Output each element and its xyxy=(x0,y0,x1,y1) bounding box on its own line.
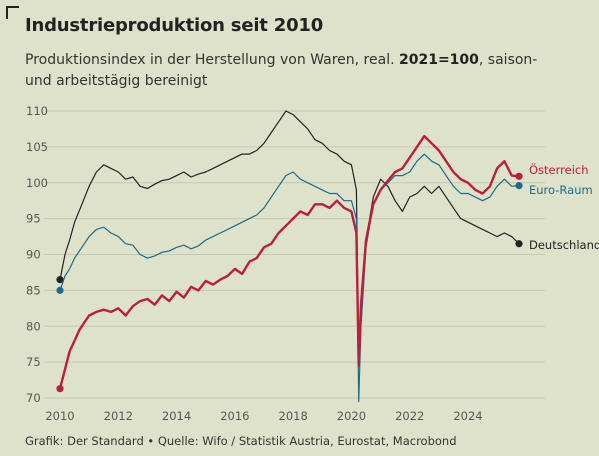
x-tick-label: 2018 xyxy=(279,409,308,423)
series-start-dot-0 xyxy=(56,385,64,393)
y-tick-label: 100 xyxy=(26,176,48,190)
y-tick-label: 75 xyxy=(26,355,41,369)
series-end-dot-1 xyxy=(515,182,523,190)
x-tick-label: 2024 xyxy=(453,409,482,423)
y-axis-tick-labels: 70 75 80 85 90 95 100 105 110 xyxy=(26,104,48,405)
series-end-dot-0 xyxy=(515,172,523,180)
x-tick-label: 2020 xyxy=(337,409,366,423)
series-labels: Österreich Euro-Raum Deutschland xyxy=(529,161,599,252)
series-line-2 xyxy=(59,110,520,363)
y-tick-label: 110 xyxy=(26,104,48,118)
x-tick-label: 2016 xyxy=(220,409,249,423)
subtitle-text-2: , saison- und arbeitstägig bereinigt xyxy=(25,52,538,89)
gridlines xyxy=(44,110,545,399)
series-label-0: Österreich xyxy=(529,161,589,177)
series-label-1: Euro-Raum xyxy=(529,183,593,197)
series-start-dot-2 xyxy=(56,276,64,284)
y-tick-label: 80 xyxy=(26,319,41,333)
x-tick-label: 2022 xyxy=(395,409,424,423)
corner-mark xyxy=(6,6,19,19)
subtitle-base-year: 2021=100 xyxy=(398,52,479,68)
series-line-1 xyxy=(59,153,520,403)
y-tick-label: 85 xyxy=(26,283,41,297)
y-tick-label: 95 xyxy=(26,212,41,226)
source-note: Grafik: Der Standard • Quelle: Wifo / St… xyxy=(25,434,457,448)
subtitle-text-1: Produktionsindex in der Herstellung von … xyxy=(25,52,399,68)
y-tick-label: 105 xyxy=(26,140,48,154)
chart-title: Industrieproduktion seit 2010 xyxy=(25,15,324,36)
x-tick-label: 2010 xyxy=(45,409,74,423)
y-tick-label: 70 xyxy=(26,391,41,405)
x-tick-label: 2014 xyxy=(162,409,191,423)
chart-subtitle: Produktionsindex in der Herstellung von … xyxy=(25,50,565,92)
series-label-2: Deutschland xyxy=(529,238,599,252)
series-lines xyxy=(56,110,523,403)
y-tick-label: 90 xyxy=(26,248,41,262)
series-line-0 xyxy=(58,134,520,389)
x-tick-label: 2012 xyxy=(104,409,133,423)
x-axis-tick-labels: 2010 2012 2014 2016 2018 2020 2022 2024 xyxy=(45,409,482,423)
series-end-dot-2 xyxy=(515,240,523,248)
series-start-dot-1 xyxy=(56,286,64,294)
